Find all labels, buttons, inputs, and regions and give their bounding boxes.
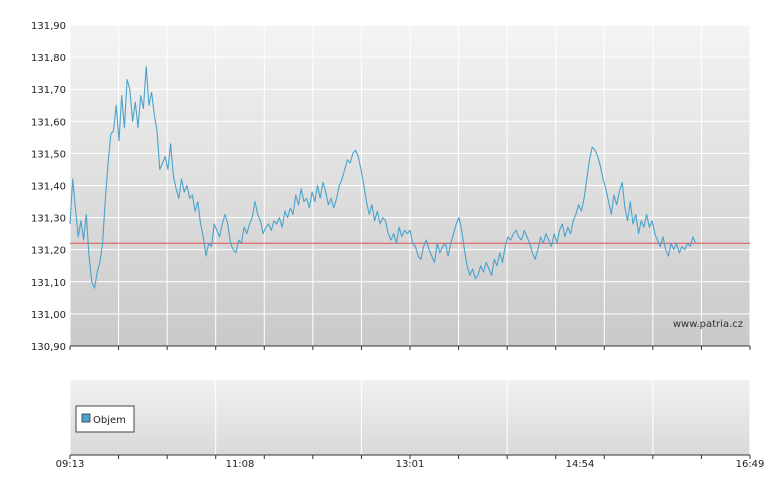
y-tick-label: 131,50 xyxy=(31,149,66,160)
volume-legend: Objem xyxy=(75,405,135,433)
watermark: www.patria.cz xyxy=(673,319,743,330)
x-tick-label: 13:01 xyxy=(396,459,425,470)
y-tick-label: 131,30 xyxy=(31,214,66,225)
legend-swatch xyxy=(81,413,91,423)
y-tick-label: 131,40 xyxy=(31,182,66,193)
legend-label: Objem xyxy=(93,415,126,426)
y-axis-ticks: 131,90 131,80 131,70 131,60 131,50 131,40 131,… xyxy=(31,21,66,353)
price-panel: 131,90 131,80 131,70 131,60 131,50 131,40 131,… xyxy=(31,21,751,353)
x-axis-labels: 09:13 11:08 13:01 14:54 16:49 xyxy=(56,459,765,470)
y-tick-label: 130,90 xyxy=(31,342,66,353)
x-tick-label: 09:13 xyxy=(56,459,85,470)
x-tick-label: 16:49 xyxy=(736,459,765,470)
price-x-ticks xyxy=(69,346,751,350)
y-tick-label: 131,10 xyxy=(31,278,66,289)
y-tick-label: 131,90 xyxy=(31,21,66,32)
x-tick-label: 14:54 xyxy=(566,459,595,470)
y-tick-label: 131,00 xyxy=(31,310,66,321)
y-tick-label: 131,20 xyxy=(31,246,66,257)
volume-panel: Objem 09:13 11:08 13:01 14:54 16:49 xyxy=(56,380,765,470)
volume-plot-background xyxy=(70,380,750,455)
x-tick-label: 11:08 xyxy=(226,459,255,470)
y-tick-label: 131,60 xyxy=(31,117,66,128)
y-tick-label: 131,80 xyxy=(31,53,66,64)
y-tick-label: 131,70 xyxy=(31,85,66,96)
price-series-line xyxy=(69,66,697,289)
volume-gridlines xyxy=(69,380,751,455)
volume-x-ticks xyxy=(69,455,751,459)
